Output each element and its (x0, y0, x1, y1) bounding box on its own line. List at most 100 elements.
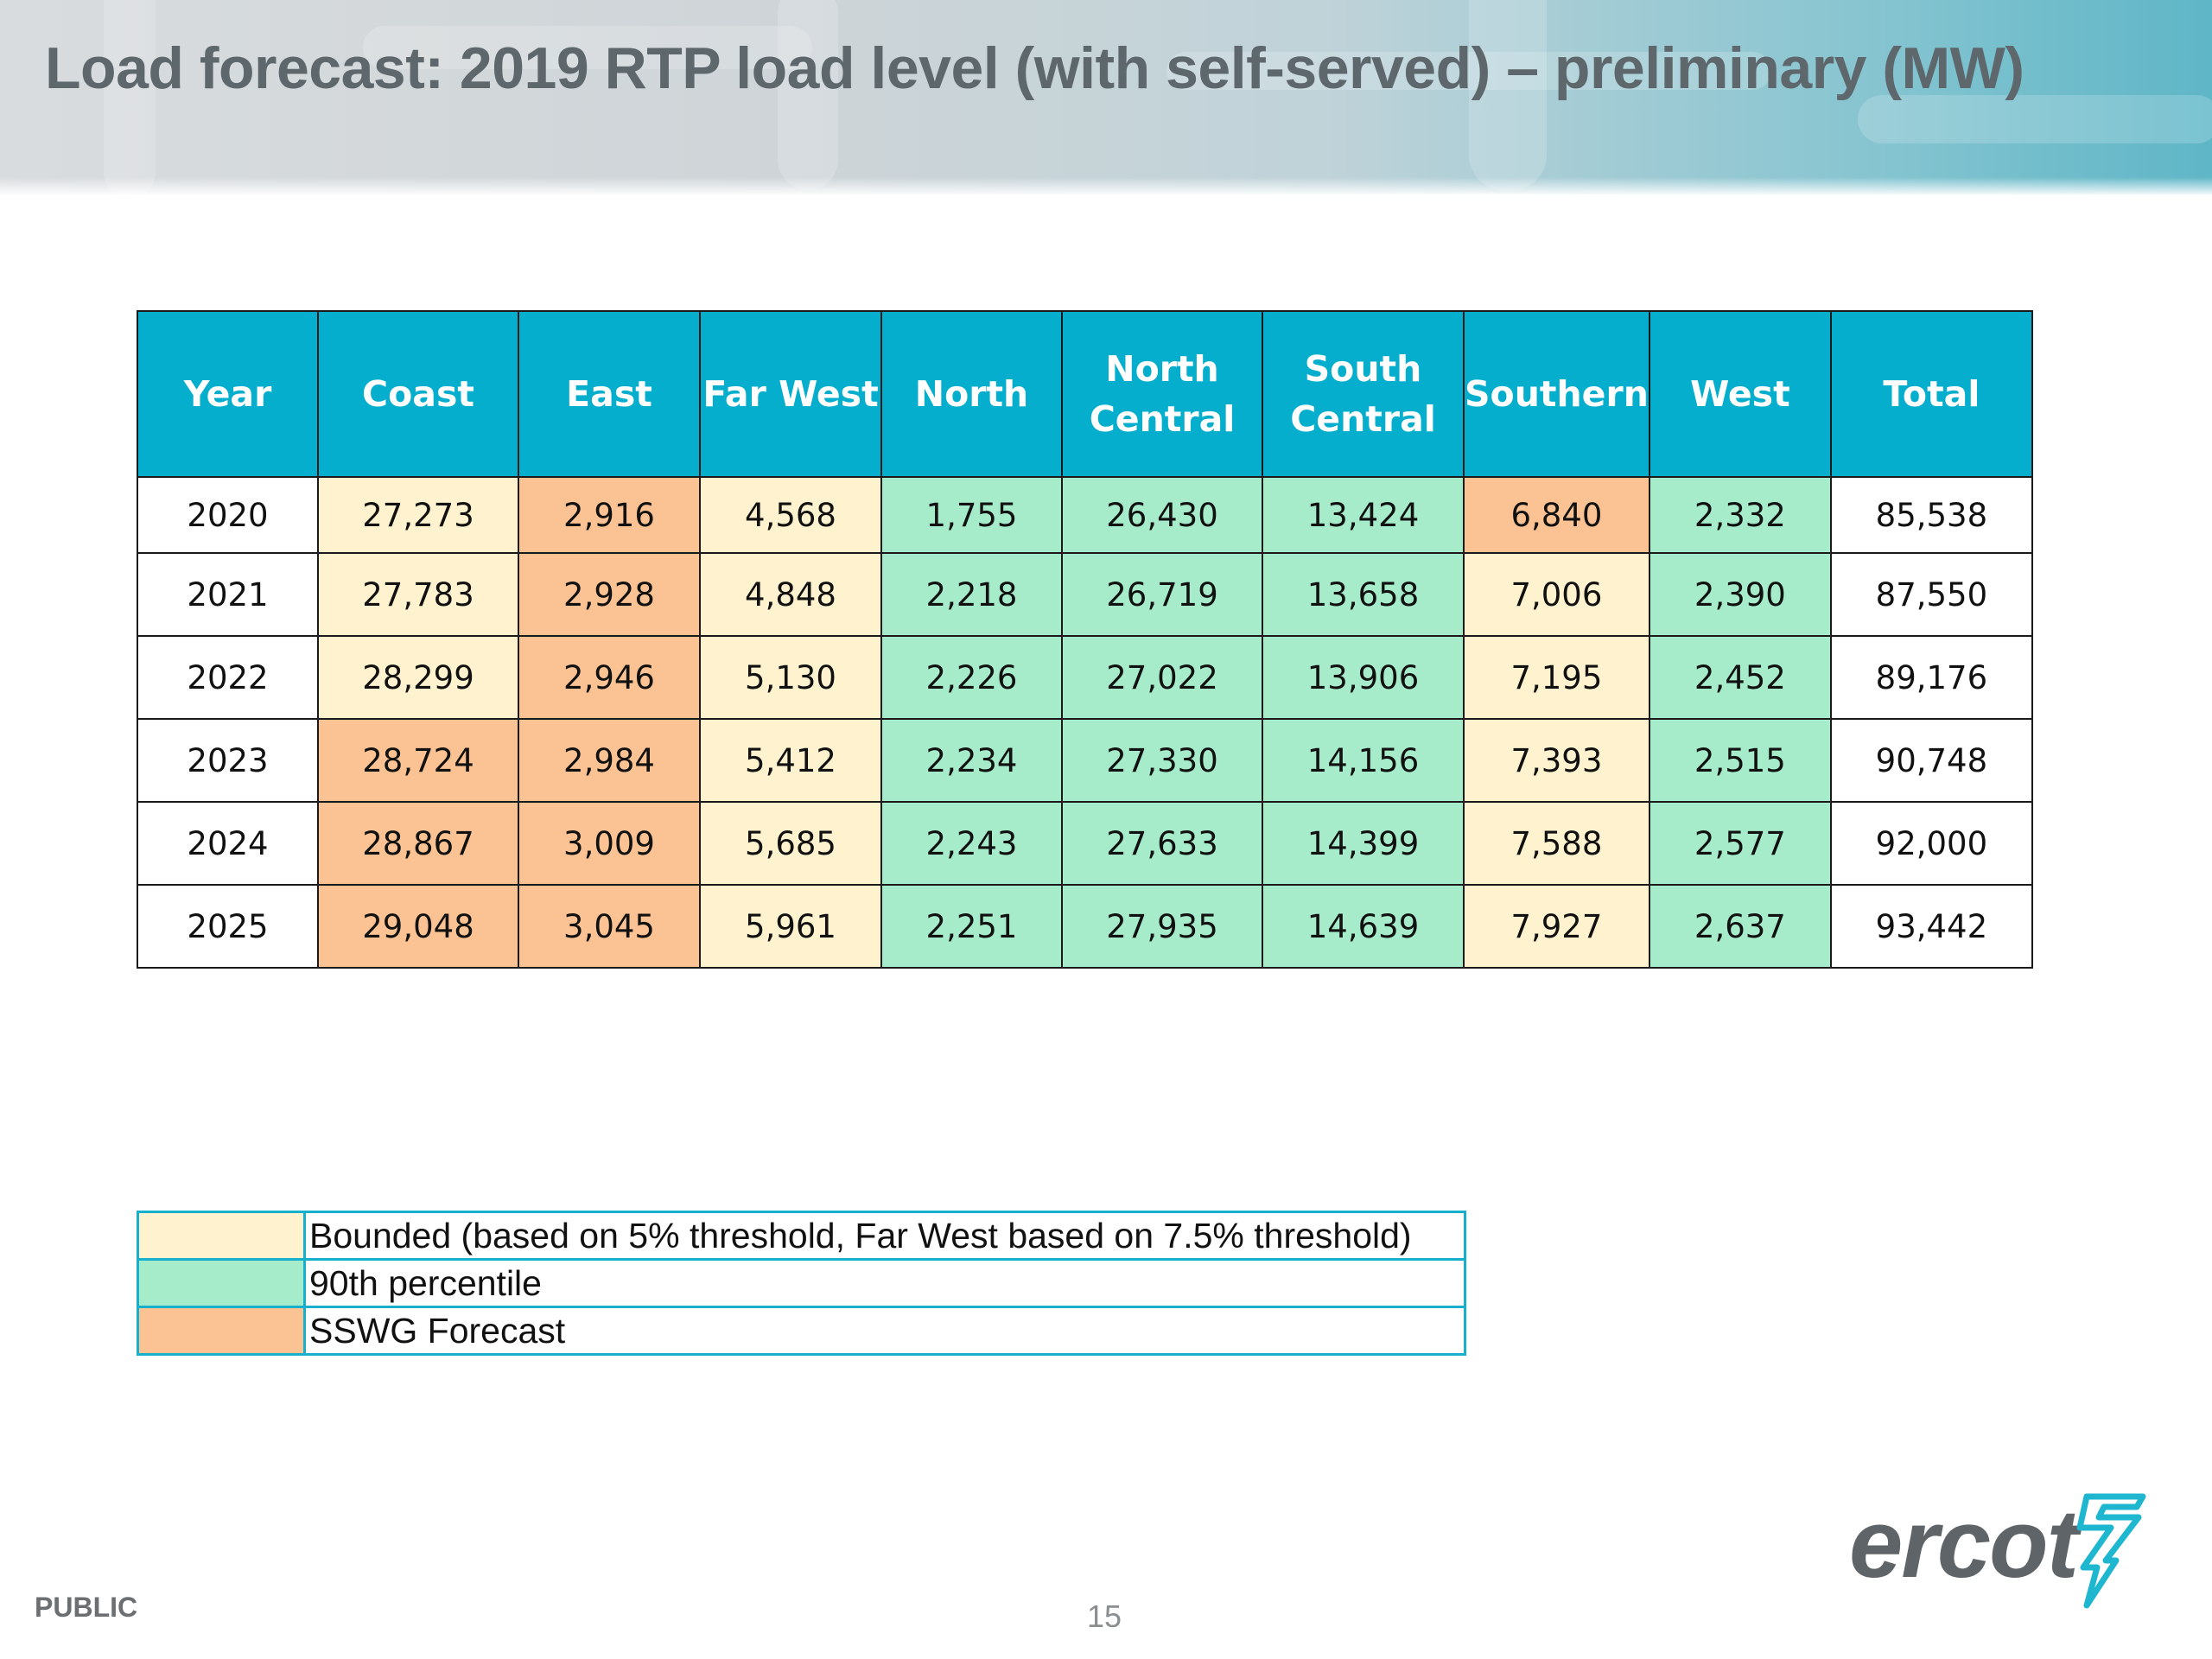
value-cell: 26,719 (1061, 552, 1263, 637)
column-header: South Central (1262, 310, 1465, 478)
value-cell: 4,568 (699, 476, 882, 554)
legend-swatch (137, 1306, 306, 1356)
year-cell: 2024 (137, 801, 319, 886)
legend-label: Bounded (based on 5% threshold, Far West… (303, 1211, 1466, 1261)
value-cell: 2,226 (880, 635, 1063, 720)
value-cell: 93,442 (1829, 884, 2033, 969)
value-cell: 7,927 (1463, 884, 1650, 969)
value-cell: 2,637 (1648, 884, 1832, 969)
table-row: 2022 28,299 2,946 5,130 2,226 27,022 13,906 7,1… (137, 635, 2033, 720)
column-header-text: Far West (702, 373, 879, 415)
column-header-text: Coast (362, 373, 474, 415)
value-cell: 27,783 (317, 552, 519, 637)
lightning-bolt-icon (2076, 1493, 2146, 1609)
value-cell: 2,928 (518, 552, 701, 637)
column-header: North Central (1061, 310, 1263, 478)
value-cell: 3,045 (518, 884, 701, 969)
legend-label: 90th percentile (303, 1258, 1466, 1308)
value-cell: 4,848 (699, 552, 882, 637)
value-cell: 28,867 (317, 801, 519, 886)
year-cell: 2020 (137, 476, 319, 554)
table-row: 2025 29,048 3,045 5,961 2,251 27,935 14,639 7,9… (137, 884, 2033, 969)
value-cell: 2,984 (518, 718, 701, 803)
value-cell: 92,000 (1829, 801, 2033, 886)
value-cell: 27,633 (1061, 801, 1263, 886)
value-cell: 85,538 (1829, 476, 2033, 554)
column-header-text: East (566, 373, 652, 415)
value-cell: 2,946 (518, 635, 701, 720)
value-cell: 5,685 (699, 801, 882, 886)
value-cell: 5,961 (699, 884, 882, 969)
column-header-text: Central (1290, 398, 1436, 440)
color-legend: Bounded (based on 5% threshold, Far West… (137, 1211, 1466, 1356)
value-cell: 6,840 (1463, 476, 1650, 554)
value-cell: 7,393 (1463, 718, 1650, 803)
column-header-text: North (914, 373, 1029, 415)
value-cell: 14,399 (1262, 801, 1465, 886)
value-cell: 13,424 (1262, 476, 1465, 554)
column-header: Southern (1463, 310, 1650, 478)
column-header: Year (137, 310, 319, 478)
table-row: 2021 27,783 2,928 4,848 2,218 26,719 13,658 7,0… (137, 552, 2033, 637)
column-header-text: Central (1089, 398, 1236, 440)
value-cell: 2,251 (880, 884, 1063, 969)
column-header: West (1648, 310, 1832, 478)
year-cell: 2022 (137, 635, 319, 720)
value-cell: 2,452 (1648, 635, 1832, 720)
value-cell: 87,550 (1829, 552, 2033, 637)
year-cell: 2021 (137, 552, 319, 637)
column-header-text: North (1105, 348, 1219, 390)
column-header: Far West (699, 310, 882, 478)
legend-label: SSWG Forecast (303, 1306, 1466, 1356)
table-row: 2020 27,273 2,916 4,568 1,755 26,430 13,424 6,8… (137, 476, 2033, 554)
ercot-logo: ercot (1849, 1488, 2160, 1609)
legend-row: SSWG Forecast (137, 1306, 1466, 1356)
column-header-text: Total (1883, 373, 1980, 415)
table-row: 2024 28,867 3,009 5,685 2,243 27,633 14,399 7,5… (137, 801, 2033, 886)
value-cell: 29,048 (317, 884, 519, 969)
load-forecast-table: Year Coast East Far West North North Central So… (137, 310, 2033, 969)
legend-row: Bounded (based on 5% threshold, Far West… (137, 1211, 1466, 1261)
year-cell: 2025 (137, 884, 319, 969)
header-banner: Load forecast: 2019 RTP load level (with… (0, 0, 2212, 194)
value-cell: 27,330 (1061, 718, 1263, 803)
column-header: Total (1829, 310, 2033, 478)
table-header-row: Year Coast East Far West North North Central So… (137, 310, 2033, 478)
value-cell: 90,748 (1829, 718, 2033, 803)
page-number: 15 (1087, 1599, 1122, 1634)
value-cell: 7,006 (1463, 552, 1650, 637)
value-cell: 2,243 (880, 801, 1063, 886)
classification-label: PUBLIC (35, 1592, 138, 1623)
year-cell: 2023 (137, 718, 319, 803)
column-header: Coast (317, 310, 519, 478)
value-cell: 27,022 (1061, 635, 1263, 720)
slide-title: Load forecast: 2019 RTP load level (with… (45, 35, 2024, 101)
value-cell: 2,390 (1648, 552, 1832, 637)
value-cell: 13,658 (1262, 552, 1465, 637)
legend-row: 90th percentile (137, 1258, 1466, 1308)
value-cell: 3,009 (518, 801, 701, 886)
column-header-text: West (1690, 373, 1790, 415)
legend-swatch (137, 1258, 306, 1308)
value-cell: 26,430 (1061, 476, 1263, 554)
value-cell: 2,515 (1648, 718, 1832, 803)
logo-wordmark: ercot (1849, 1490, 2079, 1598)
value-cell: 89,176 (1829, 635, 2033, 720)
value-cell: 27,935 (1061, 884, 1263, 969)
value-cell: 27,273 (317, 476, 519, 554)
value-cell: 1,755 (880, 476, 1063, 554)
column-header: East (518, 310, 701, 478)
value-cell: 2,916 (518, 476, 701, 554)
column-header: North (880, 310, 1063, 478)
value-cell: 14,639 (1262, 884, 1465, 969)
value-cell: 28,299 (317, 635, 519, 720)
value-cell: 5,412 (699, 718, 882, 803)
value-cell: 28,724 (317, 718, 519, 803)
legend-swatch (137, 1211, 306, 1261)
value-cell: 2,234 (880, 718, 1063, 803)
value-cell: 2,332 (1648, 476, 1832, 554)
column-header-text: Year (183, 373, 272, 415)
value-cell: 13,906 (1262, 635, 1465, 720)
value-cell: 7,588 (1463, 801, 1650, 886)
value-cell: 2,218 (880, 552, 1063, 637)
